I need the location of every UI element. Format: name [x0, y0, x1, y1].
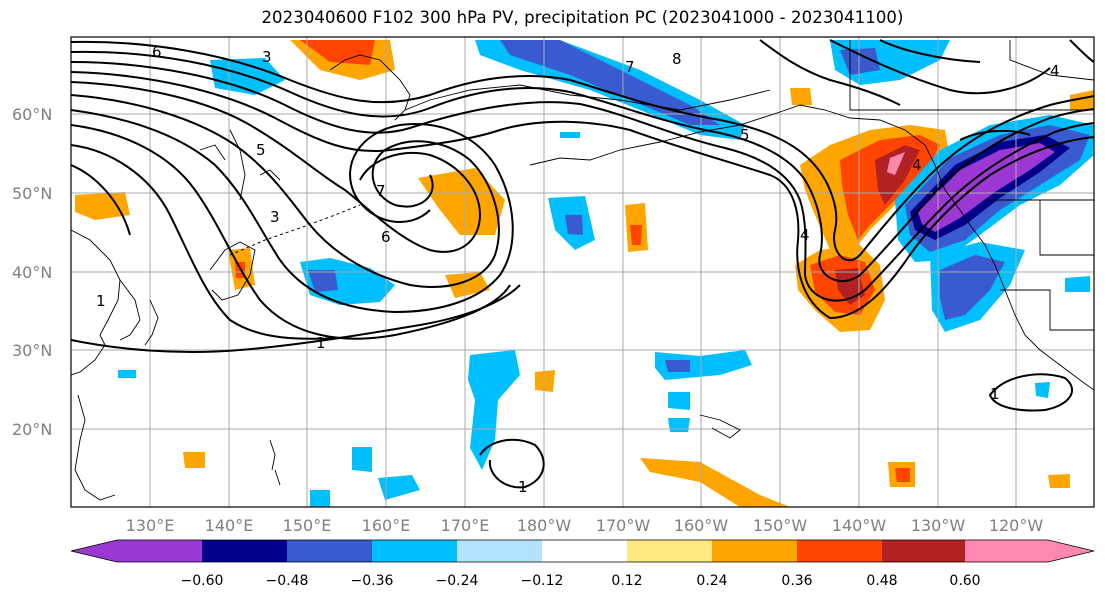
- colorbar-segment: [117, 540, 202, 562]
- lon-label: 150°W: [753, 516, 808, 535]
- pv-label: 5: [256, 141, 266, 159]
- pv-label: 3: [270, 208, 280, 226]
- colorbar-tick-label: −0.60: [181, 573, 224, 589]
- pv-label: 1: [518, 478, 528, 496]
- lat-label: 50°N: [12, 184, 52, 203]
- pv-label: 5: [740, 126, 750, 144]
- pv-label: 6: [152, 43, 162, 61]
- lon-label: 150°E: [283, 516, 332, 535]
- colorbar: −0.60 −0.48 −0.36 −0.24 −0.12 0.12 0.24 …: [70, 539, 1095, 589]
- colorbar-segment: [457, 540, 542, 562]
- lon-label: 170°W: [596, 516, 651, 535]
- lon-label: 130°W: [911, 516, 966, 535]
- pv-label: 1: [96, 292, 106, 310]
- longitude-labels: 130°E 140°E 150°E 160°E 170°E 180°W 170°…: [126, 516, 1044, 535]
- lat-label: 40°N: [12, 263, 52, 282]
- precip-negative-shading: [118, 40, 1094, 507]
- lon-label: 140°W: [832, 516, 887, 535]
- pv-label: 8: [672, 50, 682, 68]
- lon-label: 170°E: [441, 516, 490, 535]
- colorbar-tick-label: 0.24: [696, 573, 727, 589]
- colorbar-tick-label: 0.48: [866, 573, 897, 589]
- pv-label: 6: [381, 228, 391, 246]
- lon-label: 160°W: [674, 516, 729, 535]
- lon-label: 180°W: [517, 516, 572, 535]
- coastlines: [71, 40, 1094, 501]
- colorbar-segment: [965, 540, 1048, 562]
- map-frame: [70, 36, 1095, 508]
- pv-label: 7: [625, 58, 635, 76]
- pv-contour-labels: 6 3 7 8 4 5 3 7 6 5 1 1 1 4 1 4: [96, 43, 1060, 496]
- colorbar-tick-label: −0.24: [436, 573, 479, 589]
- lon-label: 120°W: [989, 516, 1044, 535]
- lon-label: 140°E: [205, 516, 254, 535]
- pv-dashed-contour: [229, 204, 361, 256]
- pv-label: 4: [912, 156, 922, 174]
- colorbar-tick-label: 0.12: [611, 573, 642, 589]
- pv-label: 1: [990, 385, 1000, 403]
- colorbar-segment: [797, 540, 882, 562]
- colorbar-tick-labels: −0.60 −0.48 −0.36 −0.24 −0.12 0.12 0.24 …: [181, 573, 981, 589]
- pv-label: 3: [262, 48, 272, 66]
- colorbar-segment: [202, 540, 287, 562]
- map-title: 2023040600 F102 300 hPa PV, precipitatio…: [261, 8, 904, 27]
- colorbar-tick-label: −0.12: [521, 573, 564, 589]
- colorbar-segment: [712, 540, 797, 562]
- pv-label: 1: [316, 334, 326, 352]
- colorbar-segment: [627, 540, 712, 562]
- lat-label: 60°N: [12, 105, 52, 124]
- lat-label: 20°N: [12, 420, 52, 439]
- map-content: 6 3 7 8 4 5 3 7 6 5 1 1 1 4 1 4: [71, 37, 1094, 507]
- lon-label: 130°E: [126, 516, 175, 535]
- colorbar-segment: [882, 540, 965, 562]
- pv-label: 4: [1050, 62, 1060, 80]
- lat-label: 30°N: [12, 341, 52, 360]
- colorbar-tick-label: 0.36: [781, 573, 812, 589]
- pv-contours: [71, 39, 1094, 489]
- colorbar-extend-low: [71, 540, 117, 562]
- colorbar-segment: [542, 540, 627, 562]
- colorbar-segment: [287, 540, 372, 562]
- colorbar-segment: [372, 540, 457, 562]
- latitude-labels: 60°N 50°N 40°N 30°N 20°N: [12, 105, 52, 439]
- colorbar-tick-label: −0.36: [351, 573, 394, 589]
- colorbar-tick-label: −0.48: [266, 573, 309, 589]
- pv-label: 7: [376, 182, 386, 200]
- colorbar-extend-high: [1048, 540, 1094, 562]
- lon-label: 160°E: [362, 516, 411, 535]
- pv-label: 4: [800, 226, 810, 244]
- colorbar-tick-label: 0.60: [949, 573, 980, 589]
